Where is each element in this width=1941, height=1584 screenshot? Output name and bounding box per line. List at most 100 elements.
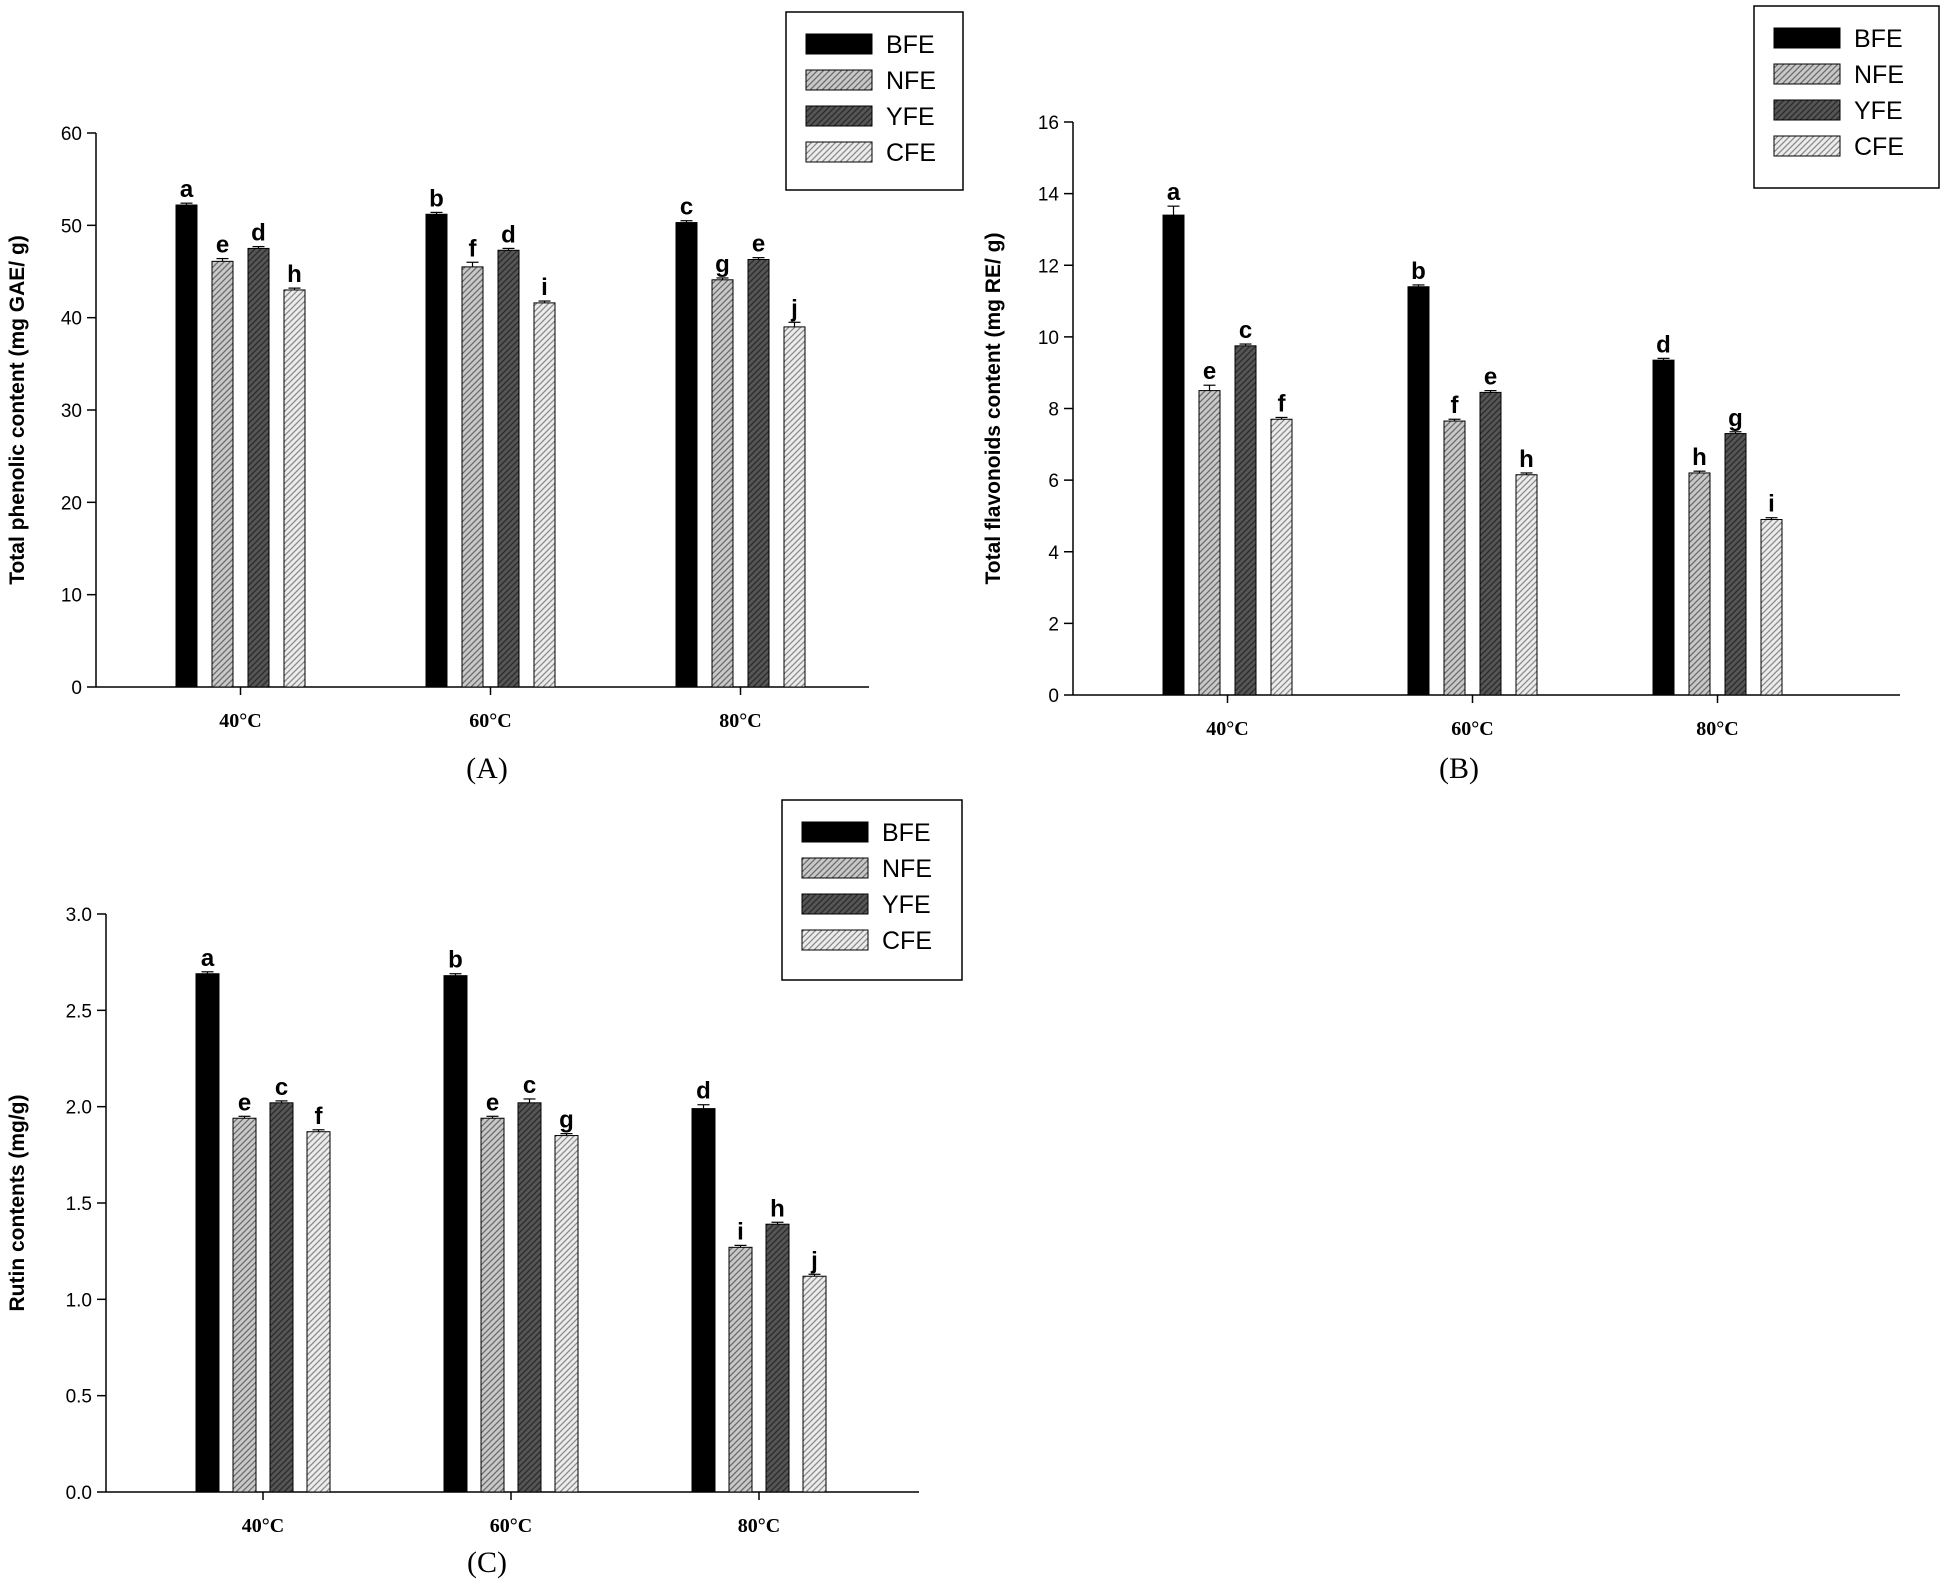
- bar-nfe: [1443, 420, 1466, 696]
- legend-label-nfe: NFE: [886, 67, 936, 95]
- bar-bfe: [675, 222, 698, 688]
- bar-yfe: [1234, 345, 1257, 696]
- bar-bfe: [425, 213, 448, 688]
- significance-letter: a: [180, 176, 194, 203]
- y-tick-label: 16: [1038, 113, 1059, 134]
- bar-yfe: [1724, 433, 1747, 696]
- y-tick-label: 2: [1048, 614, 1059, 635]
- legend-swatch-cfe: [1773, 135, 1841, 157]
- panel-b: 0 2 4 6 8 10 12 14 16 Total flavonoids content (m…: [982, 5, 1940, 785]
- y-tick-label: 60: [61, 124, 82, 145]
- bar-nfe: [211, 260, 234, 688]
- significance-letter: f: [1278, 390, 1287, 417]
- significance-letter: h: [1692, 444, 1707, 471]
- panel-c: 0.0 0.5 1.0 1.5 2.0 2.5 3.0 Rutin contents (mg/…: [6, 799, 963, 1579]
- significance-letter: e: [486, 1089, 499, 1116]
- y-tick-label: 0.5: [66, 1387, 92, 1408]
- y-tick-label: 2.5: [66, 1001, 92, 1022]
- legend: BFE NFE YFE CFE: [1753, 5, 1940, 189]
- y-tick-label: 1.5: [66, 1194, 92, 1215]
- y-axis-title: Total flavonoids content (mg RE/ g): [982, 233, 1005, 585]
- legend-label-bfe: BFE: [886, 31, 935, 59]
- bar-yfe: [765, 1223, 790, 1493]
- significance-letter: g: [559, 1107, 574, 1134]
- significance-letter: j: [790, 295, 798, 322]
- significance-letter: g: [715, 251, 730, 278]
- legend-swatch-nfe: [1773, 63, 1841, 85]
- y-tick-label: 20: [61, 493, 82, 514]
- legend-swatch-cfe: [805, 141, 873, 163]
- panel-label: (A): [466, 752, 508, 785]
- significance-letter: b: [448, 947, 463, 974]
- bar-cfe: [1270, 418, 1293, 696]
- y-tick-label: 30: [61, 401, 82, 422]
- bar-nfe: [711, 279, 734, 688]
- significance-letter: i: [737, 1218, 744, 1245]
- bar-cfe: [802, 1275, 827, 1493]
- bar-bfe: [691, 1108, 716, 1493]
- legend-label-bfe: BFE: [882, 819, 931, 847]
- bar-yfe: [497, 249, 520, 688]
- legend-swatch-cfe: [801, 929, 869, 951]
- bar-nfe: [461, 266, 484, 688]
- significance-letter: e: [216, 232, 229, 259]
- x-tick-label: 60°C: [490, 1515, 532, 1537]
- legend-label-cfe: CFE: [886, 139, 936, 167]
- legend-swatch-nfe: [801, 857, 869, 879]
- significance-letter: h: [770, 1195, 785, 1222]
- significance-letter: e: [1484, 364, 1497, 391]
- y-tick-label: 50: [61, 216, 82, 237]
- legend-swatch-bfe: [1773, 27, 1841, 49]
- significance-letter: d: [696, 1078, 711, 1105]
- significance-letter: i: [541, 274, 548, 301]
- legend-label-bfe: BFE: [1854, 25, 1903, 53]
- significance-letter: g: [1728, 405, 1743, 432]
- legend: BFE NFE YFE CFE: [781, 799, 963, 981]
- significance-letter: e: [238, 1089, 251, 1116]
- legend-swatch-yfe: [1773, 99, 1841, 121]
- y-tick-label: 10: [61, 586, 82, 607]
- y-tick-label: 14: [1038, 185, 1060, 206]
- y-tick-label: 3.0: [66, 905, 92, 926]
- legend-swatch-bfe: [801, 821, 869, 843]
- significance-letter: h: [1519, 446, 1534, 473]
- y-tick-label: 10: [1038, 328, 1059, 349]
- y-tick-label: 6: [1048, 471, 1059, 492]
- significance-letter: b: [1411, 258, 1426, 285]
- bar-cfe: [283, 289, 306, 688]
- x-tick-label: 40°C: [1206, 718, 1248, 740]
- significance-letter: f: [315, 1103, 324, 1130]
- bar-cfe: [783, 326, 806, 688]
- bar-yfe: [247, 247, 270, 688]
- x-tick-label: 60°C: [469, 710, 511, 732]
- bar-yfe: [1479, 391, 1502, 696]
- significance-letter: b: [429, 185, 444, 212]
- significance-letter: j: [810, 1247, 818, 1274]
- y-tick-label: 0: [1048, 686, 1059, 707]
- significance-letter: c: [1239, 317, 1252, 344]
- bar-bfe: [195, 973, 220, 1493]
- x-tick-label: 40°C: [242, 1515, 284, 1537]
- y-tick-label: 2.0: [66, 1098, 92, 1119]
- x-tick-label: 60°C: [1451, 718, 1493, 740]
- bar-bfe: [1652, 359, 1675, 696]
- legend-label-cfe: CFE: [882, 927, 932, 955]
- y-tick-label: 12: [1038, 256, 1059, 277]
- significance-letter: c: [275, 1074, 288, 1101]
- legend-label-nfe: NFE: [1854, 61, 1904, 89]
- bar-bfe: [175, 204, 198, 688]
- significance-letter: c: [680, 194, 693, 221]
- significance-letter: e: [1203, 358, 1216, 385]
- y-tick-label: 8: [1048, 400, 1059, 421]
- legend-label-yfe: YFE: [886, 103, 935, 131]
- bar-cfe: [1760, 519, 1783, 696]
- panel-label: (C): [467, 1546, 507, 1579]
- significance-letter: f: [1451, 392, 1460, 419]
- bar-yfe: [269, 1102, 294, 1493]
- panel-a: 0 10 20 30 40 50 60 Total phenolic content (mg …: [6, 11, 964, 785]
- legend-label-cfe: CFE: [1854, 133, 1904, 161]
- significance-letter: h: [287, 261, 302, 288]
- panel-label: (B): [1439, 752, 1479, 785]
- bar-cfe: [554, 1135, 579, 1493]
- x-tick-label: 80°C: [738, 1515, 780, 1537]
